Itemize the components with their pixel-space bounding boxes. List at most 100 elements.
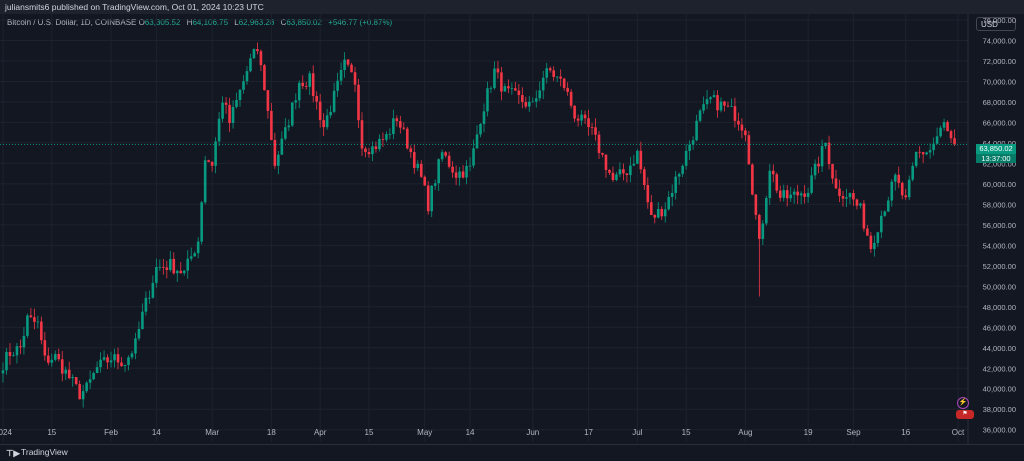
y-tick-label: 66,000.00 [983, 118, 1016, 127]
candle-body [81, 391, 85, 400]
candle-body [813, 163, 817, 176]
y-tick-label: 68,000.00 [983, 98, 1016, 107]
x-tick-label: Sep [846, 428, 861, 437]
candle-body [88, 379, 92, 383]
candle-body [507, 86, 510, 89]
candle-body [426, 185, 430, 212]
candle-body [880, 215, 883, 233]
candle-body [364, 148, 367, 153]
candle-body [625, 173, 629, 176]
tradingview-logo-icon[interactable]: ⊤▶ [6, 448, 20, 458]
candle-body [419, 163, 423, 177]
candle-body [256, 49, 259, 52]
candle-body [26, 315, 29, 336]
candle-body [890, 181, 894, 201]
candle-body [646, 185, 650, 203]
candle-body [667, 196, 671, 210]
candle-body [611, 172, 615, 180]
candle-body [294, 100, 298, 103]
publisher-text: juliansmits6 published on TradingView.co… [5, 2, 264, 12]
y-tick-label: 48,000.00 [983, 303, 1016, 312]
y-tick-label: 58,000.00 [983, 200, 1016, 209]
candle-body [325, 115, 329, 128]
candle-body [806, 192, 810, 197]
candle-body [437, 159, 440, 184]
candle-body [249, 58, 252, 72]
candle-body [639, 150, 643, 170]
candle-body [297, 82, 301, 101]
candle-body [758, 214, 761, 239]
candle-body [116, 354, 120, 363]
x-tick-label: Oct [952, 428, 965, 437]
candle-body [580, 114, 583, 121]
candle-body [852, 193, 855, 200]
x-tick-label: 14 [152, 428, 161, 437]
candle-body [8, 351, 12, 356]
y-tick-label: 60,000.00 [983, 180, 1016, 189]
candle-body [406, 128, 409, 149]
candle-body [245, 71, 249, 82]
publisher-bar: juliansmits6 published on TradingView.co… [0, 0, 1024, 14]
flag-icon[interactable]: ⚑ [956, 410, 974, 419]
x-tick-label: 15 [47, 428, 56, 437]
candle-body [423, 176, 427, 186]
candle-body [371, 146, 374, 155]
candle-body [897, 174, 901, 183]
candle-body [521, 95, 524, 103]
candle-body [113, 354, 116, 361]
y-tick-label: 70,000.00 [983, 77, 1016, 86]
candle-body [137, 329, 141, 339]
candle-body [475, 134, 479, 149]
candle-body [900, 182, 904, 196]
candle-body [594, 127, 597, 135]
x-tick-label: May [417, 428, 432, 437]
candle-body [869, 235, 873, 250]
candle-body [740, 124, 744, 131]
candle-body [883, 211, 887, 216]
candle-body [684, 150, 688, 166]
candle-body [827, 142, 831, 165]
y-tick-label: 54,000.00 [983, 241, 1016, 250]
candle-body [803, 193, 806, 197]
candle-body [632, 163, 636, 166]
lightning-icon[interactable]: ⚡ [957, 397, 969, 409]
candle-body [597, 134, 601, 154]
candle-body [925, 152, 928, 155]
candle-body [12, 355, 15, 357]
footer-brand[interactable]: TradingView [21, 447, 68, 457]
y-tick-label: 44,000.00 [983, 344, 1016, 353]
candle-body [238, 89, 242, 101]
candle-body [332, 90, 336, 112]
candle-body [385, 134, 388, 140]
candle-body [479, 124, 482, 135]
candle-body [622, 169, 625, 174]
candle-body [15, 346, 19, 356]
candle-body [1, 370, 5, 374]
price-chart[interactable]: 36,000.00 38,000.00 40,000.00 42,000.00 44,0… [0, 14, 1024, 444]
currency-button[interactable]: USD [976, 17, 1016, 31]
candle-body [660, 208, 664, 217]
open-value: 63,305.52 [144, 18, 181, 27]
candle-body [831, 164, 834, 179]
candle-body [939, 127, 942, 137]
candle-body [235, 100, 238, 107]
candle-body [134, 338, 137, 354]
candle-body [921, 152, 925, 155]
symbol-name[interactable]: Bitcoin / U.S. Dollar, 1D, COINBASE [7, 18, 137, 27]
candle-body [123, 365, 127, 367]
candle-body [500, 72, 503, 92]
x-tick-label: 19 [804, 428, 813, 437]
candle-body [374, 146, 378, 150]
candle-body [653, 215, 657, 218]
candle-body [162, 266, 165, 268]
candle-body [175, 270, 179, 274]
candle-body [548, 68, 552, 71]
candle-body [172, 258, 176, 274]
x-tick-label: 16 [901, 428, 910, 437]
candle-body [109, 360, 113, 363]
candle-body [566, 87, 569, 92]
candle-body [144, 297, 148, 312]
y-tick-label: 42,000.00 [983, 364, 1016, 373]
x-tick-label: Aug [738, 428, 752, 437]
candle-body [447, 155, 451, 167]
